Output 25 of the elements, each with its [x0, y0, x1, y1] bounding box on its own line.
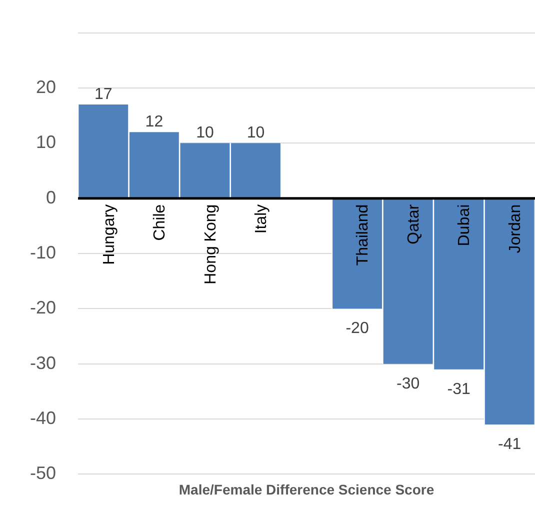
data-label: -31: [447, 380, 470, 398]
data-label: 10: [246, 124, 265, 142]
data-label: -30: [396, 375, 420, 392]
y-tick-label: -50: [30, 463, 56, 484]
x-tick-label: Dubai: [456, 204, 474, 246]
data-label: -20: [346, 320, 369, 338]
x-tick-label: Jordan: [507, 204, 524, 254]
data-label: -41: [498, 436, 522, 453]
x-tick-label: Qatar: [405, 204, 422, 244]
x-tick-label: Chile: [152, 204, 169, 241]
y-tick-label: -30: [30, 352, 56, 373]
data-label: 10: [196, 124, 214, 142]
x-tick-label: Hungary: [100, 204, 118, 265]
data-label: 12: [145, 114, 164, 131]
y-tick-label: 20: [36, 76, 56, 97]
data-label: 17: [94, 86, 112, 103]
y-tick-label: -20: [30, 298, 56, 318]
y-tick-label: 0: [46, 187, 56, 208]
x-tick-label: Thailand: [354, 204, 372, 266]
x-tick-label: Hong Kong: [202, 204, 220, 284]
x-tick-label: Italy: [253, 204, 270, 234]
y-tick-label: 10: [36, 132, 56, 152]
y-tick-label: -10: [30, 242, 56, 262]
x-axis-title: Male/Female Difference Science Score: [178, 481, 434, 498]
y-tick-label: -40: [30, 408, 56, 428]
